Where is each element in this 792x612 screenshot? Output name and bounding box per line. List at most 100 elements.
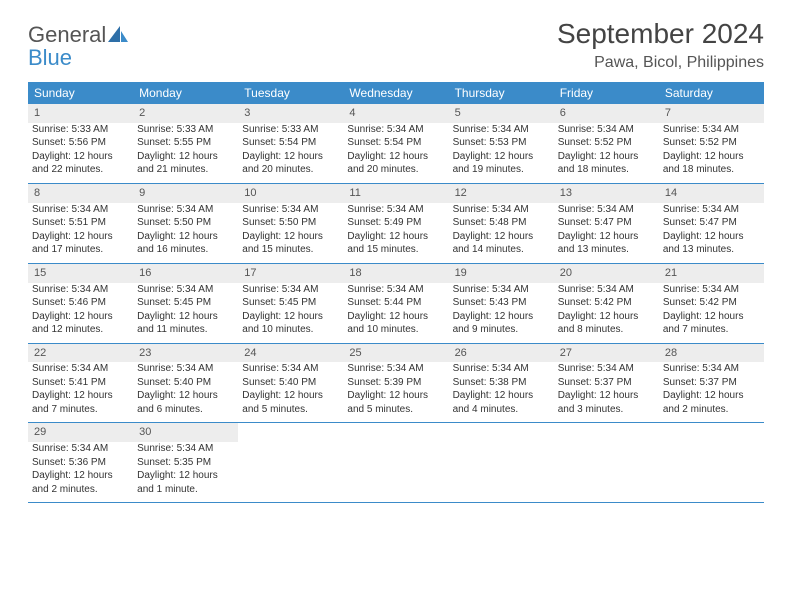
daylight-text: and 7 minutes.	[32, 403, 129, 417]
weekday-header: Sunday	[28, 82, 133, 104]
sunset-text: Sunset: 5:51 PM	[32, 216, 129, 230]
daylight-text: and 4 minutes.	[453, 403, 550, 417]
sunset-text: Sunset: 5:50 PM	[137, 216, 234, 230]
day-number: 4	[343, 104, 448, 123]
daylight-text: and 13 minutes.	[663, 243, 760, 257]
day-number	[554, 423, 659, 442]
daylight-text: Daylight: 12 hours	[32, 150, 129, 164]
day-cell	[238, 442, 343, 503]
day-cell: Sunrise: 5:34 AMSunset: 5:37 PMDaylight:…	[659, 362, 764, 423]
day-cell	[449, 442, 554, 503]
day-number: 22	[28, 343, 133, 362]
sunrise-text: Sunrise: 5:34 AM	[32, 283, 129, 297]
sunrise-text: Sunrise: 5:34 AM	[663, 203, 760, 217]
sunrise-text: Sunrise: 5:34 AM	[242, 283, 339, 297]
day-number	[659, 423, 764, 442]
daylight-text: Daylight: 12 hours	[32, 230, 129, 244]
weekday-header: Friday	[554, 82, 659, 104]
title-block: September 2024 Pawa, Bicol, Philippines	[557, 18, 764, 72]
daylight-text: Daylight: 12 hours	[663, 389, 760, 403]
sunrise-text: Sunrise: 5:34 AM	[137, 442, 234, 456]
day-cell: Sunrise: 5:34 AMSunset: 5:35 PMDaylight:…	[133, 442, 238, 503]
day-cell: Sunrise: 5:34 AMSunset: 5:52 PMDaylight:…	[554, 123, 659, 184]
weekday-header: Wednesday	[343, 82, 448, 104]
daylight-text: and 20 minutes.	[242, 163, 339, 177]
sunset-text: Sunset: 5:47 PM	[558, 216, 655, 230]
sunset-text: Sunset: 5:40 PM	[137, 376, 234, 390]
day-content-row: Sunrise: 5:33 AMSunset: 5:56 PMDaylight:…	[28, 123, 764, 184]
day-cell: Sunrise: 5:34 AMSunset: 5:40 PMDaylight:…	[238, 362, 343, 423]
day-cell: Sunrise: 5:34 AMSunset: 5:46 PMDaylight:…	[28, 283, 133, 344]
daylight-text: and 7 minutes.	[663, 323, 760, 337]
day-number	[343, 423, 448, 442]
day-number: 12	[449, 183, 554, 202]
daylight-text: Daylight: 12 hours	[347, 230, 444, 244]
daylight-text: Daylight: 12 hours	[663, 150, 760, 164]
daylight-text: Daylight: 12 hours	[32, 469, 129, 483]
sunset-text: Sunset: 5:42 PM	[558, 296, 655, 310]
location: Pawa, Bicol, Philippines	[557, 54, 764, 72]
sunset-text: Sunset: 5:50 PM	[242, 216, 339, 230]
sunrise-text: Sunrise: 5:34 AM	[663, 123, 760, 137]
day-number: 29	[28, 423, 133, 442]
daylight-text: Daylight: 12 hours	[242, 310, 339, 324]
day-cell: Sunrise: 5:34 AMSunset: 5:50 PMDaylight:…	[238, 203, 343, 264]
day-cell: Sunrise: 5:34 AMSunset: 5:53 PMDaylight:…	[449, 123, 554, 184]
day-cell: Sunrise: 5:34 AMSunset: 5:42 PMDaylight:…	[659, 283, 764, 344]
month-title: September 2024	[557, 18, 764, 50]
sunrise-text: Sunrise: 5:34 AM	[137, 283, 234, 297]
daylight-text: and 19 minutes.	[453, 163, 550, 177]
weekday-header-row: Sunday Monday Tuesday Wednesday Thursday…	[28, 82, 764, 104]
day-cell	[343, 442, 448, 503]
sunrise-text: Sunrise: 5:34 AM	[453, 123, 550, 137]
day-number: 2	[133, 104, 238, 123]
day-number: 3	[238, 104, 343, 123]
sunset-text: Sunset: 5:54 PM	[242, 136, 339, 150]
logo-sail-icon	[108, 26, 128, 47]
day-number: 17	[238, 263, 343, 282]
sunrise-text: Sunrise: 5:33 AM	[32, 123, 129, 137]
sunset-text: Sunset: 5:42 PM	[663, 296, 760, 310]
day-number: 15	[28, 263, 133, 282]
day-cell: Sunrise: 5:34 AMSunset: 5:38 PMDaylight:…	[449, 362, 554, 423]
day-number: 23	[133, 343, 238, 362]
weekday-header: Tuesday	[238, 82, 343, 104]
day-cell: Sunrise: 5:34 AMSunset: 5:48 PMDaylight:…	[449, 203, 554, 264]
sunset-text: Sunset: 5:45 PM	[242, 296, 339, 310]
daylight-text: Daylight: 12 hours	[453, 389, 550, 403]
day-content-row: Sunrise: 5:34 AMSunset: 5:36 PMDaylight:…	[28, 442, 764, 503]
daylight-text: and 11 minutes.	[137, 323, 234, 337]
day-number: 28	[659, 343, 764, 362]
day-number: 25	[343, 343, 448, 362]
daylight-text: Daylight: 12 hours	[347, 389, 444, 403]
daylight-text: Daylight: 12 hours	[558, 310, 655, 324]
day-number: 18	[343, 263, 448, 282]
day-cell: Sunrise: 5:34 AMSunset: 5:39 PMDaylight:…	[343, 362, 448, 423]
sunrise-text: Sunrise: 5:34 AM	[663, 362, 760, 376]
sunset-text: Sunset: 5:49 PM	[347, 216, 444, 230]
day-number: 13	[554, 183, 659, 202]
daylight-text: and 8 minutes.	[558, 323, 655, 337]
sunset-text: Sunset: 5:48 PM	[453, 216, 550, 230]
sunrise-text: Sunrise: 5:34 AM	[347, 362, 444, 376]
day-number: 6	[554, 104, 659, 123]
daylight-text: Daylight: 12 hours	[137, 230, 234, 244]
daylight-text: and 5 minutes.	[347, 403, 444, 417]
day-number: 9	[133, 183, 238, 202]
day-number-row: 22232425262728	[28, 343, 764, 362]
daylight-text: and 3 minutes.	[558, 403, 655, 417]
daylight-text: and 21 minutes.	[137, 163, 234, 177]
daylight-text: and 12 minutes.	[32, 323, 129, 337]
sunrise-text: Sunrise: 5:34 AM	[558, 362, 655, 376]
day-cell: Sunrise: 5:34 AMSunset: 5:45 PMDaylight:…	[133, 283, 238, 344]
sunrise-text: Sunrise: 5:34 AM	[453, 203, 550, 217]
daylight-text: Daylight: 12 hours	[32, 310, 129, 324]
day-cell	[554, 442, 659, 503]
day-content-row: Sunrise: 5:34 AMSunset: 5:41 PMDaylight:…	[28, 362, 764, 423]
day-cell: Sunrise: 5:34 AMSunset: 5:37 PMDaylight:…	[554, 362, 659, 423]
day-number: 27	[554, 343, 659, 362]
sunset-text: Sunset: 5:38 PM	[453, 376, 550, 390]
day-cell: Sunrise: 5:33 AMSunset: 5:54 PMDaylight:…	[238, 123, 343, 184]
day-number	[449, 423, 554, 442]
day-cell: Sunrise: 5:34 AMSunset: 5:36 PMDaylight:…	[28, 442, 133, 503]
